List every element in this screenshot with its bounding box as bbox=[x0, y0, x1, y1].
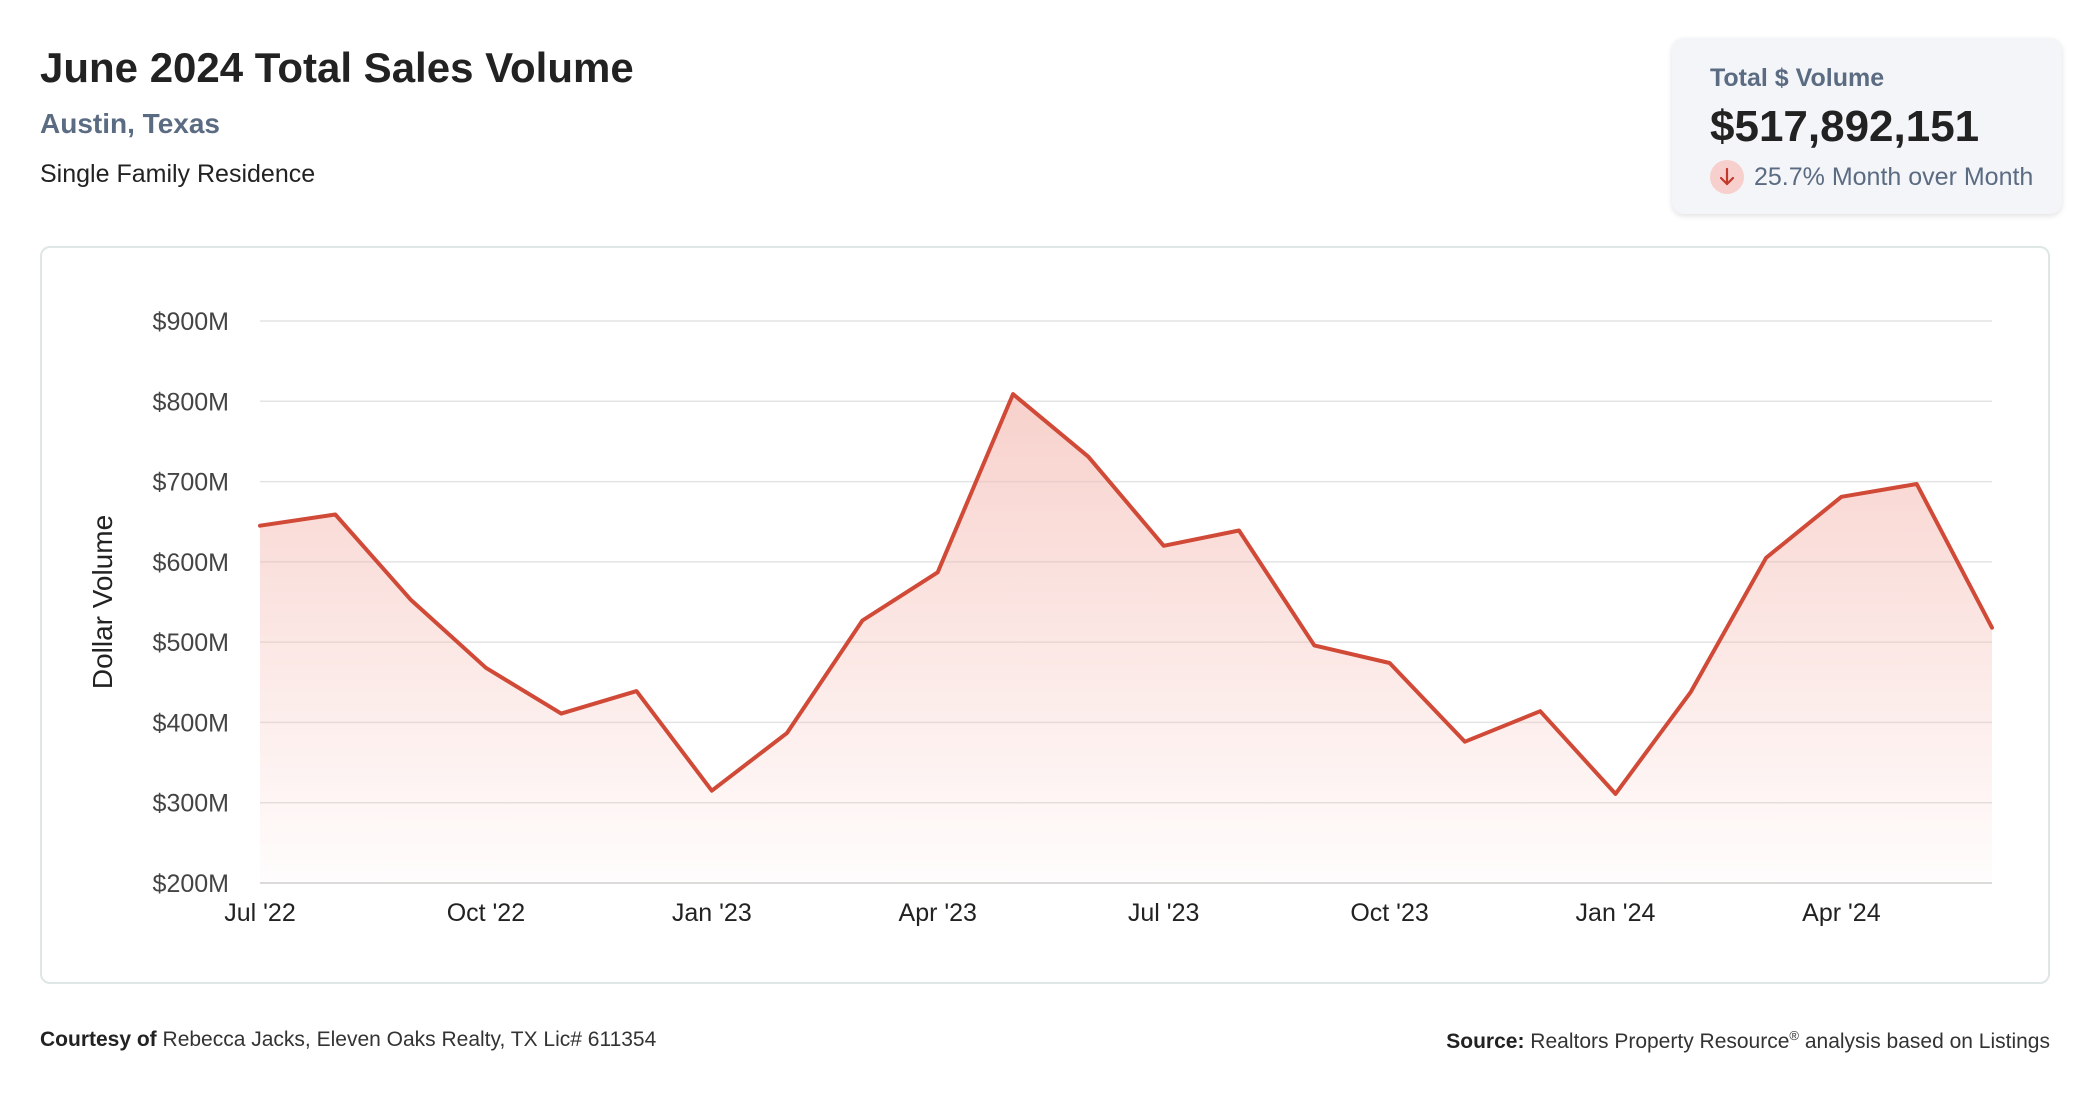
x-tick-label: Jan '24 bbox=[1576, 899, 1656, 927]
kpi-change: 25.7% Month over Month bbox=[1710, 160, 2033, 194]
x-tick-label: Jan '23 bbox=[672, 899, 752, 927]
x-tick-label: Jul '22 bbox=[224, 899, 295, 927]
page-title: June 2024 Total Sales Volume bbox=[40, 44, 634, 91]
source-footer: Source: Realtors Property Resource® anal… bbox=[1446, 1028, 2050, 1054]
x-tick-label: Jul '23 bbox=[1128, 899, 1199, 927]
y-tick-label: $700M bbox=[153, 469, 229, 497]
source-text-2: analysis based on Listings bbox=[1799, 1030, 2050, 1053]
source-text: Realtors Property Resource bbox=[1530, 1030, 1790, 1053]
series-area bbox=[260, 394, 1992, 883]
registered-mark: ® bbox=[1789, 1028, 1799, 1043]
property-category: Single Family Residence bbox=[40, 160, 316, 188]
x-tick-label: Oct '22 bbox=[447, 899, 525, 927]
y-axis-label: Dollar Volume bbox=[87, 515, 118, 689]
y-tick-label: $800M bbox=[153, 388, 229, 416]
x-tick-label: Oct '23 bbox=[1350, 899, 1428, 927]
y-tick-label: $400M bbox=[153, 709, 229, 737]
arrow-down-icon bbox=[1710, 160, 1744, 194]
kpi-value: $517,892,151 bbox=[1710, 102, 1980, 151]
y-tick-label: $200M bbox=[153, 870, 229, 898]
sales-volume-chart: $900M $800M $700M $600M $500M $400M $300M $200M… bbox=[87, 308, 1994, 927]
y-tick-label: $500M bbox=[153, 629, 229, 657]
location-subtitle: Austin, Texas bbox=[40, 108, 220, 139]
y-tick-label: $300M bbox=[153, 790, 229, 818]
y-tick-label: $900M bbox=[153, 308, 229, 336]
courtesy-text: Rebecca Jacks, Eleven Oaks Realty, TX Li… bbox=[162, 1028, 657, 1051]
source-label: Source: bbox=[1446, 1030, 1525, 1053]
courtesy-label: Courtesy of bbox=[40, 1028, 157, 1051]
series-line bbox=[258, 392, 1994, 796]
courtesy-footer: Courtesy of Rebecca Jacks, Eleven Oaks R… bbox=[40, 1028, 656, 1052]
x-tick-label: Apr '24 bbox=[1802, 899, 1881, 927]
chart-container: $900M $800M $700M $600M $500M $400M $300M $200M… bbox=[40, 246, 2050, 984]
kpi-change-text: 25.7% Month over Month bbox=[1754, 162, 2034, 191]
kpi-label: Total $ Volume bbox=[1710, 64, 1885, 92]
kpi-card: Total $ Volume $517,892,151 25.7% Month … bbox=[1672, 38, 2062, 214]
x-tick-label: Apr '23 bbox=[899, 899, 977, 927]
y-tick-label: $600M bbox=[153, 549, 229, 577]
